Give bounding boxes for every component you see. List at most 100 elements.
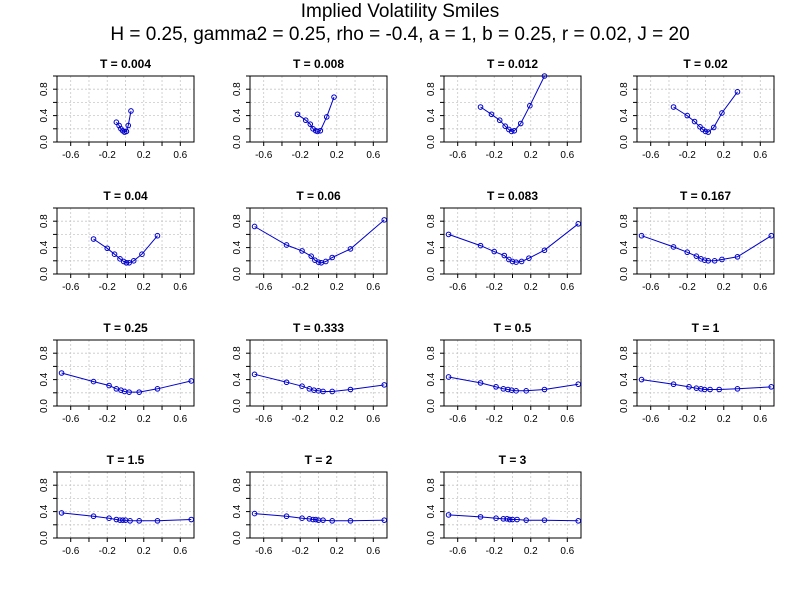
y-tick-label: 0.4 <box>39 240 50 254</box>
x-tick-label: -0.6 <box>449 414 467 425</box>
x-tick-label: 0.2 <box>137 414 151 425</box>
y-tick-label: 0.0 <box>39 399 50 413</box>
x-tick-label: 0.6 <box>173 150 187 161</box>
panel-12: T = 1 -0.6 -0.2 0.2 0.6 0.0 0.4 0.8 <box>619 321 775 425</box>
y-tick-label: 0.8 <box>39 346 50 360</box>
panel-title: T = 1 <box>692 321 720 335</box>
data-point <box>691 118 698 125</box>
data-point <box>518 258 525 265</box>
x-tick-label: -0.2 <box>486 414 504 425</box>
panel-10: T = 0.333 -0.6 -0.2 0.2 0.6 0.0 0.4 0.8 <box>232 321 388 425</box>
x-tick-label: 0.2 <box>524 150 538 161</box>
data-point <box>90 378 97 385</box>
data-point <box>90 513 97 520</box>
panel-13: T = 1.5 -0.6 -0.2 0.2 0.6 0.0 0.4 0.8 <box>39 453 195 557</box>
y-tick-label: 0.4 <box>426 240 437 254</box>
data-point <box>501 252 508 259</box>
x-tick-label: 0.6 <box>560 150 574 161</box>
x-tick-label: -0.6 <box>642 414 660 425</box>
panel-title: T = 0.008 <box>293 57 344 71</box>
panel-title: T = 0.333 <box>293 321 344 335</box>
x-tick-label: -0.2 <box>99 150 117 161</box>
y-tick-label: 0.0 <box>426 399 437 413</box>
data-point <box>119 517 126 523</box>
smile-line <box>93 235 158 264</box>
data-point <box>320 388 326 395</box>
x-tick-label: -0.2 <box>679 414 697 425</box>
data-point <box>113 119 120 125</box>
x-tick-label: -0.2 <box>99 282 117 293</box>
data-point <box>118 387 124 393</box>
data-point <box>381 517 388 523</box>
x-tick-label: -0.6 <box>642 150 660 161</box>
data-point <box>575 381 582 388</box>
x-tick-label: -0.2 <box>486 282 504 293</box>
data-point <box>701 257 708 263</box>
data-point <box>381 217 388 223</box>
x-tick-label: 0.2 <box>524 414 538 425</box>
data-point <box>541 247 548 254</box>
y-tick-label: 0.0 <box>232 531 243 545</box>
data-point <box>670 381 677 388</box>
x-tick-label: -0.2 <box>292 414 310 425</box>
data-point <box>686 384 692 390</box>
data-point <box>106 515 112 522</box>
data-point <box>381 382 388 388</box>
x-tick-label: 0.6 <box>173 546 187 557</box>
x-tick-label: 0.2 <box>330 282 344 293</box>
panel-4: T = 0.02 -0.6 -0.2 0.2 0.6 0.0 0.4 0.8 <box>619 57 775 161</box>
data-point <box>638 232 645 239</box>
x-tick-label: 0.6 <box>753 282 767 293</box>
data-point <box>698 256 704 262</box>
data-point <box>299 383 305 390</box>
data-point <box>716 386 723 393</box>
data-point <box>670 104 677 110</box>
data-point <box>251 510 258 517</box>
x-tick-label: -0.2 <box>99 546 117 557</box>
x-tick-label: -0.2 <box>292 282 310 293</box>
x-tick-label: -0.2 <box>292 150 310 161</box>
x-tick-label: 0.2 <box>717 414 731 425</box>
data-point <box>477 514 484 520</box>
figure-subtitle: H = 0.25, gamma2 = 0.25, rho = -0.4, a =… <box>110 24 690 45</box>
x-tick-label: 0.2 <box>137 282 151 293</box>
y-tick-label: 0.0 <box>39 267 50 281</box>
data-point <box>310 516 316 523</box>
panel-title: T = 1.5 <box>107 453 145 467</box>
data-point <box>283 379 290 386</box>
data-point <box>154 232 161 239</box>
data-point <box>317 127 324 134</box>
x-tick-label: -0.6 <box>62 282 80 293</box>
data-point <box>768 384 775 390</box>
data-point <box>541 517 548 523</box>
x-tick-label: 0.2 <box>137 546 151 557</box>
data-point <box>106 382 112 389</box>
y-tick-label: 0.4 <box>39 108 50 122</box>
x-tick-label: 0.6 <box>366 282 380 293</box>
data-point <box>684 249 691 256</box>
data-point <box>514 516 520 523</box>
x-tick-label: 0.2 <box>330 150 344 161</box>
y-tick-label: 0.0 <box>426 531 437 545</box>
data-point <box>58 510 65 516</box>
panel-title: T = 0.06 <box>296 189 341 203</box>
x-tick-label: 0.6 <box>366 546 380 557</box>
data-point <box>127 518 133 524</box>
panel-title: T = 2 <box>305 453 333 467</box>
y-tick-label: 0.0 <box>39 135 50 149</box>
data-point <box>505 386 511 393</box>
data-point <box>511 127 518 134</box>
x-tick-label: -0.6 <box>642 282 660 293</box>
y-tick-label: 0.4 <box>232 504 243 518</box>
data-point <box>123 128 130 135</box>
data-point <box>491 248 498 255</box>
smile-line <box>61 512 192 522</box>
x-tick-label: -0.2 <box>486 546 504 557</box>
data-point <box>527 102 533 109</box>
data-point <box>306 516 313 522</box>
data-point <box>504 516 510 522</box>
data-point <box>323 114 330 120</box>
x-tick-label: 0.6 <box>560 414 574 425</box>
y-tick-label: 0.4 <box>232 240 243 254</box>
